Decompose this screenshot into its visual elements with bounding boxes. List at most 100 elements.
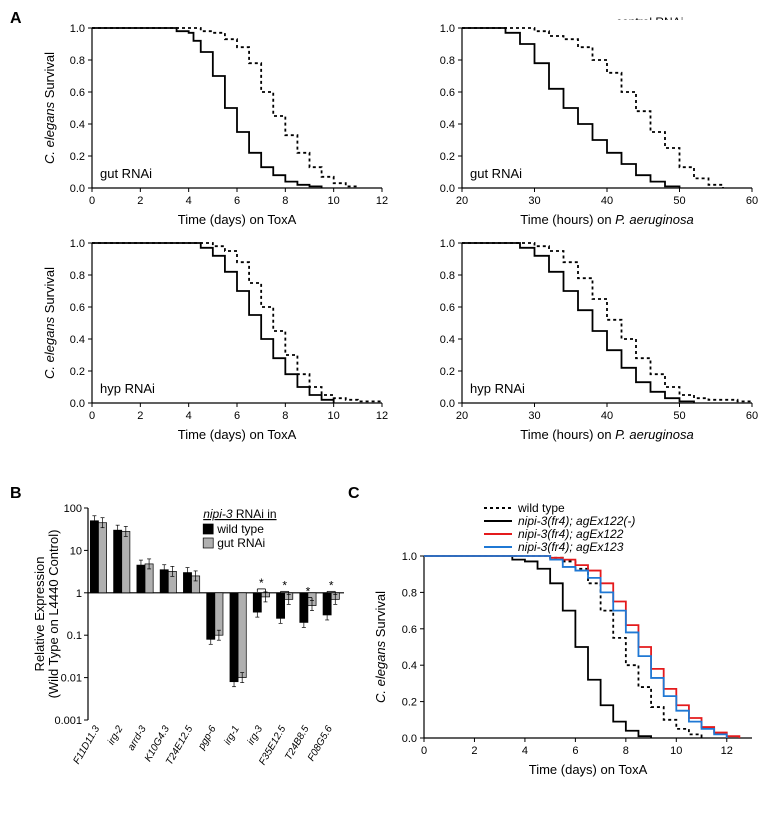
svg-text:0: 0	[89, 410, 95, 422]
svg-text:0.8: 0.8	[402, 587, 417, 599]
svg-text:40: 40	[601, 195, 613, 207]
svg-text:hyp RNAi: hyp RNAi	[100, 381, 155, 396]
svg-text:gut RNAi: gut RNAi	[217, 536, 265, 550]
svg-text:Time (days) on ToxA: Time (days) on ToxA	[178, 427, 297, 442]
svg-text:0.0: 0.0	[70, 398, 85, 410]
svg-text:gut RNAi: gut RNAi	[470, 166, 522, 181]
svg-text:30: 30	[528, 410, 540, 422]
svg-text:1.0: 1.0	[440, 238, 455, 250]
svg-text:0.2: 0.2	[440, 366, 455, 378]
svg-text:0.6: 0.6	[440, 87, 455, 99]
svg-text:0.4: 0.4	[70, 119, 85, 131]
svg-text:10: 10	[670, 745, 682, 757]
svg-text:F11D11.3: F11D11.3	[71, 724, 102, 767]
svg-text:gut RNAi: gut RNAi	[100, 166, 152, 181]
panel-c-label: C	[348, 485, 360, 503]
svg-text:C. elegans Survival: C. elegans Survival	[42, 267, 57, 379]
svg-text:wild type: wild type	[216, 522, 264, 536]
svg-text:12: 12	[721, 745, 733, 757]
svg-text:6: 6	[572, 745, 578, 757]
svg-text:0.0: 0.0	[440, 183, 455, 195]
svg-text:Time (days) on ToxA: Time (days) on ToxA	[178, 212, 297, 227]
svg-text:4: 4	[186, 195, 192, 207]
svg-text:1.0: 1.0	[70, 238, 85, 250]
svg-text:60: 60	[746, 410, 758, 422]
svg-text:nipi-3(fr4); agEx122(-): nipi-3(fr4); agEx122(-)	[518, 514, 635, 528]
svg-text:0: 0	[89, 195, 95, 207]
svg-text:C. elegans Survival: C. elegans Survival	[373, 591, 388, 703]
svg-text:0.8: 0.8	[70, 270, 85, 282]
svg-text:10: 10	[328, 195, 340, 207]
svg-text:0.4: 0.4	[402, 660, 417, 672]
svg-text:0.2: 0.2	[70, 366, 85, 378]
svg-text:0.6: 0.6	[440, 302, 455, 314]
svg-text:Time (days) on ToxA: Time (days) on ToxA	[529, 762, 648, 777]
svg-text:irg-2: irg-2	[106, 724, 126, 747]
svg-text:0.2: 0.2	[440, 151, 455, 163]
svg-text:6: 6	[234, 410, 240, 422]
svg-text:0.0: 0.0	[70, 183, 85, 195]
svg-text:0.001: 0.001	[54, 715, 82, 727]
panel-a-label: A	[10, 10, 22, 28]
svg-text:0.0: 0.0	[402, 733, 417, 745]
svg-text:50: 50	[673, 195, 685, 207]
svg-text:1.0: 1.0	[402, 551, 417, 563]
svg-text:20: 20	[456, 195, 468, 207]
svg-text:0.2: 0.2	[70, 151, 85, 163]
svg-text:*: *	[306, 585, 311, 599]
svg-text:8: 8	[623, 745, 629, 757]
chart-c: wild typenipi-3(fr4); agEx122(-)nipi-3(f…	[370, 500, 760, 780]
svg-text:0.01: 0.01	[61, 673, 82, 685]
svg-text:0.2: 0.2	[402, 697, 417, 709]
svg-text:0.4: 0.4	[440, 119, 455, 131]
svg-text:30: 30	[528, 195, 540, 207]
svg-text:nipi-3 RNAi in: nipi-3 RNAi in	[203, 507, 276, 521]
svg-text:100: 100	[64, 503, 82, 515]
svg-text:12: 12	[376, 195, 388, 207]
svg-text:pgp-6: pgp-6	[196, 724, 219, 753]
svg-text:40: 40	[601, 410, 613, 422]
svg-text:nipi-3(fr4); agEx123: nipi-3(fr4); agEx123	[518, 540, 624, 554]
svg-text:0.8: 0.8	[440, 270, 455, 282]
svg-text:Time (hours) on P. aeruginosa: Time (hours) on P. aeruginosa	[520, 212, 693, 227]
svg-text:4: 4	[522, 745, 528, 757]
svg-text:60: 60	[746, 195, 758, 207]
svg-text:2: 2	[137, 195, 143, 207]
svg-text:arrd-3: arrd-3	[126, 724, 149, 753]
svg-text:12: 12	[376, 410, 388, 422]
chart-a2: 0.00.20.40.60.81.02030405060gut RNAiTime…	[410, 20, 760, 230]
svg-text:1: 1	[76, 588, 82, 600]
svg-text:Relative Expression: Relative Expression	[32, 557, 47, 672]
svg-text:0.0: 0.0	[440, 398, 455, 410]
svg-text:0.6: 0.6	[70, 87, 85, 99]
svg-text:8: 8	[282, 195, 288, 207]
svg-text:0.1: 0.1	[67, 630, 82, 642]
chart-a1: 0.0 0.2 0.4 0.6 0.8 1.0 0 2 4 6 8 10 12 gut RNAi C. el…	[40, 20, 390, 230]
svg-text:2: 2	[137, 410, 143, 422]
panel-b-label: B	[10, 485, 22, 503]
svg-text:*: *	[282, 578, 287, 592]
svg-text:4: 4	[186, 410, 192, 422]
svg-text:irg-3: irg-3	[246, 724, 266, 747]
svg-text:10: 10	[328, 410, 340, 422]
svg-text:0.8: 0.8	[70, 55, 85, 67]
chart-a4: 0.00.20.40.60.81.02030405060hyp RNAiTime…	[410, 235, 760, 445]
svg-text:10: 10	[70, 545, 82, 557]
svg-text:C. elegans Survival: C. elegans Survival	[42, 52, 57, 164]
svg-text:wild type: wild type	[517, 501, 565, 515]
svg-text:0.6: 0.6	[402, 624, 417, 636]
svg-text:2: 2	[471, 745, 477, 757]
svg-text:1.0: 1.0	[440, 23, 455, 35]
chart-b: 0.0010.010.1110100F11D11.3irg-2arrd-3K10…	[30, 500, 350, 820]
svg-text:6: 6	[234, 195, 240, 207]
svg-text:0: 0	[421, 745, 427, 757]
svg-text:*: *	[329, 578, 334, 592]
svg-text:1.0: 1.0	[70, 23, 85, 35]
svg-text:0.4: 0.4	[440, 334, 455, 346]
svg-text:nipi-3(fr4); agEx122: nipi-3(fr4); agEx122	[518, 527, 624, 541]
svg-text:hyp RNAi: hyp RNAi	[470, 381, 525, 396]
svg-text:0.4: 0.4	[70, 334, 85, 346]
svg-text:50: 50	[673, 410, 685, 422]
svg-text:irg-1: irg-1	[222, 724, 242, 747]
svg-text:*: *	[259, 576, 264, 590]
